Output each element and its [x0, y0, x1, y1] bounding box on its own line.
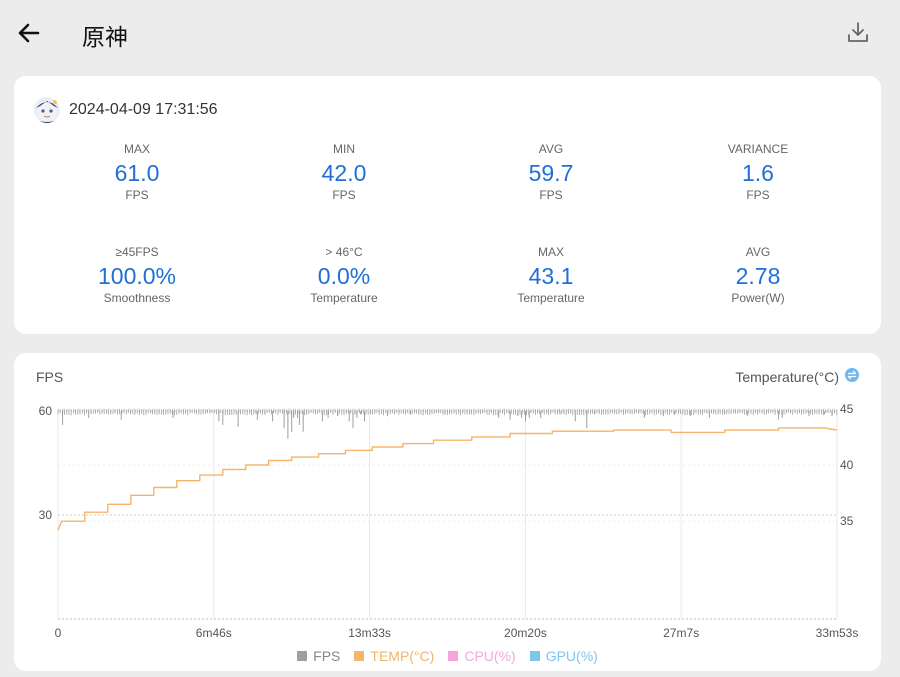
stat-variance-fps: VARIANCE 1.6 FPS — [658, 142, 858, 204]
chart-legend: FPS TEMP(°C) CPU(%) GPU(%) — [14, 648, 881, 664]
stat-label: > 46°C — [325, 245, 363, 259]
session-timestamp: 2024-04-09 17:31:56 — [69, 101, 218, 118]
y-right-tick-label: 40 — [840, 458, 854, 472]
stat-label: AVG — [745, 245, 771, 259]
stat-unit: FPS — [539, 188, 563, 202]
legend-label: GPU(%) — [545, 648, 598, 664]
download-icon[interactable] — [846, 20, 870, 44]
swap-axis-button[interactable] — [845, 368, 859, 382]
session-info: 2024-04-09 17:31:56 — [34, 96, 218, 124]
stat-unit: Temperature — [517, 291, 585, 305]
fps-dips — [62, 411, 833, 439]
chart-card: FPS Temperature(°C) 0 6m46s 13m33s 20m20s 27… — [14, 353, 881, 671]
legend-item[interactable]: TEMP(°C) — [354, 648, 434, 664]
top-bar: 原神 — [0, 0, 900, 68]
legend-label: FPS — [313, 648, 341, 664]
stat-value: 61.0 — [114, 160, 160, 186]
stat-max-temp: MAX 43.1 Temperature — [451, 245, 651, 307]
y-right-tick-label: 35 — [840, 514, 854, 528]
x-tick-label: 13m33s — [348, 626, 391, 640]
stat-label: AVG — [538, 142, 564, 156]
stat-value: 59.7 — [528, 160, 574, 186]
legend-item[interactable]: FPS — [297, 648, 340, 664]
stat-value: 2.78 — [735, 263, 781, 289]
y-right-tick-label: 45 — [840, 402, 854, 416]
stat-label: MAX — [123, 142, 150, 156]
x-tick-label: 27m7s — [663, 626, 699, 640]
legend-item[interactable]: CPU(%) — [448, 648, 516, 664]
stat-label: ≥45FPS — [115, 245, 159, 259]
temp-line — [57, 427, 838, 531]
back-arrow-icon[interactable] — [14, 18, 44, 48]
legend-swatch — [529, 651, 540, 661]
x-tick-label: 33m53s — [816, 626, 859, 640]
stat-label: MIN — [333, 142, 355, 156]
fps-noise — [57, 409, 838, 416]
x-tick-label: 6m46s — [196, 626, 232, 640]
swap-icon — [847, 370, 857, 380]
stat-unit: FPS — [125, 188, 149, 202]
legend-swatch — [448, 651, 459, 661]
stat-smoothness: ≥45FPS 100.0% Smoothness — [37, 245, 237, 307]
stat-max-fps: MAX 61.0 FPS — [37, 142, 237, 204]
fps-temperature-chart: 0 6m46s 13m33s 20m20s 27m7s 33m53s 60 30 45 40 35 — [39, 402, 859, 640]
stat-unit: Power(W) — [731, 291, 785, 305]
stat-value: 42.0 — [321, 160, 367, 186]
legend-label: CPU(%) — [464, 648, 516, 664]
fps-axis-label: FPS — [36, 369, 64, 385]
legend-swatch — [297, 651, 308, 661]
stat-value: 0.0% — [317, 263, 371, 289]
avatar — [34, 97, 60, 123]
stat-unit: FPS — [332, 188, 356, 202]
stat-min-fps: MIN 42.0 FPS — [244, 142, 444, 204]
stat-value: 43.1 — [528, 263, 574, 289]
stat-value: 1.6 — [742, 160, 774, 186]
stats-card: 2024-04-09 17:31:56 MAX 61.0 FPS MIN 42.… — [14, 76, 881, 334]
legend-item[interactable]: GPU(%) — [529, 648, 598, 664]
legend-swatch — [354, 651, 365, 661]
y-left-tick-label: 60 — [39, 404, 53, 418]
temperature-axis-label: Temperature(°C) — [735, 369, 839, 385]
stat-label: VARIANCE — [727, 142, 789, 156]
stat-unit: FPS — [746, 188, 770, 202]
character-avatar-icon — [34, 97, 60, 123]
stat-unit: Smoothness — [103, 291, 171, 305]
stat-value: 100.0% — [97, 263, 176, 289]
y-left-tick-label: 30 — [39, 508, 53, 522]
x-tick-label: 20m20s — [504, 626, 547, 640]
stat-label: MAX — [537, 245, 564, 259]
legend-label: TEMP(°C) — [370, 648, 435, 664]
stat-avg-power: AVG 2.78 Power(W) — [658, 245, 858, 307]
stat-unit: Temperature — [310, 291, 378, 305]
page-title: 原神 — [82, 25, 128, 51]
x-tick-label: 0 — [55, 626, 62, 640]
stat-avg-fps: AVG 59.7 FPS — [451, 142, 651, 204]
stat-over-temp: > 46°C 0.0% Temperature — [244, 245, 444, 307]
